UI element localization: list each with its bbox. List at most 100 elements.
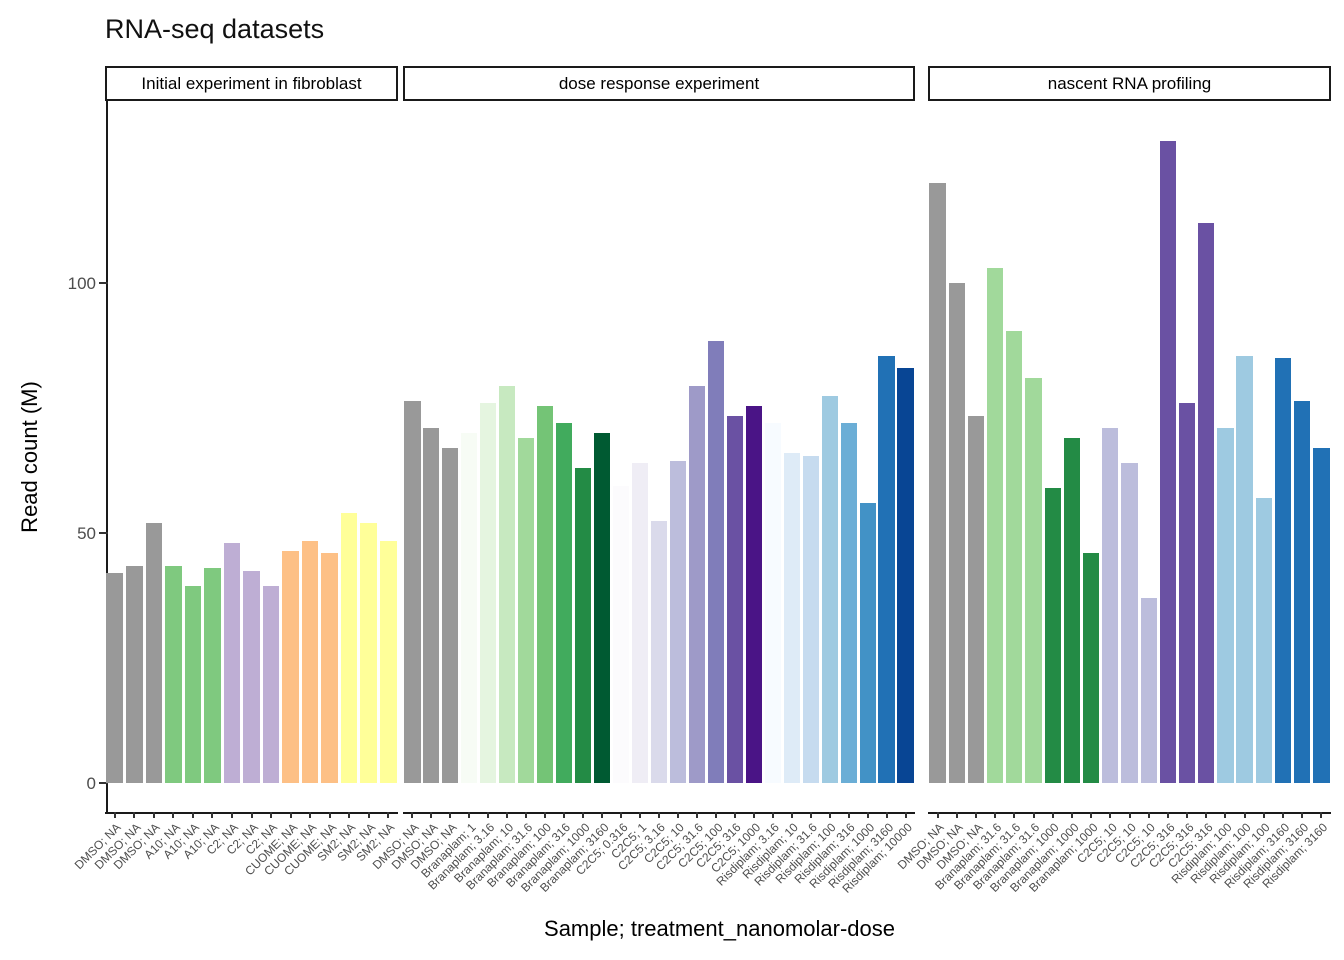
bar: [1140, 598, 1157, 783]
bar: [556, 423, 573, 783]
facet-strip-dose-response: dose response experiment: [403, 66, 915, 101]
bar: [594, 433, 611, 783]
x-tick-mark: [449, 812, 452, 818]
bar: [1236, 355, 1253, 783]
bar: [821, 395, 838, 783]
x-tick-mark: [289, 812, 292, 818]
bar: [537, 405, 554, 783]
x-tick-mark: [936, 812, 939, 818]
x-tick-mark: [328, 812, 331, 818]
bar: [282, 550, 299, 783]
bar: [802, 455, 819, 783]
x-tick-mark: [230, 812, 233, 818]
x-tick-mark: [1224, 812, 1227, 818]
y-tick-label: 100: [67, 274, 96, 293]
x-tick-mark: [714, 812, 717, 818]
x-tick-mark: [211, 812, 214, 818]
bar: [650, 520, 668, 783]
bar: [726, 415, 743, 783]
bar: [301, 540, 319, 783]
bar: [1178, 403, 1196, 783]
bar: [987, 268, 1004, 783]
bar: [262, 585, 280, 783]
x-tick-mark: [367, 812, 370, 818]
bar: [461, 433, 478, 783]
plot-title: RNA-seq datasets: [105, 14, 325, 44]
x-tick-mark: [506, 812, 509, 818]
bar: [688, 385, 705, 783]
x-tick-mark: [1109, 812, 1112, 818]
bar: [1082, 553, 1100, 783]
bar: [106, 573, 124, 783]
bar: [499, 385, 516, 783]
bar: [1063, 438, 1081, 783]
x-tick-mark: [544, 812, 547, 818]
x-tick-mark: [695, 812, 698, 818]
bar: [423, 428, 440, 783]
x-tick-mark: [974, 812, 977, 818]
bar: [745, 405, 762, 783]
bar: [480, 403, 497, 783]
y-axis-title: Read count (M): [17, 381, 42, 533]
x-tick-mark: [955, 812, 958, 818]
bar: [1198, 223, 1215, 783]
x-tick-mark: [1320, 812, 1323, 818]
x-tick-mark: [658, 812, 660, 818]
bar: [783, 453, 800, 783]
x-tick-mark: [172, 812, 175, 818]
bar: [1313, 448, 1330, 783]
x-tick-mark: [430, 812, 433, 818]
x-tick-mark: [809, 812, 812, 818]
x-tick-mark: [191, 812, 194, 818]
x-tick-mark: [904, 812, 907, 818]
facet-strip-nascent-rna: nascent RNA profiling: [928, 66, 1331, 101]
x-tick-mark: [487, 812, 490, 818]
x-tick-mark: [885, 812, 888, 818]
bar: [518, 438, 535, 783]
x-tick-mark: [1205, 812, 1208, 818]
bar: [145, 523, 163, 783]
bar: [1102, 428, 1119, 783]
bar: [184, 585, 202, 783]
y-tick-mark: [99, 782, 108, 784]
x-tick-mark: [1013, 812, 1016, 818]
x-tick-mark: [1128, 812, 1131, 818]
bar: [631, 463, 649, 783]
x-tick-mark: [1051, 812, 1054, 818]
bar: [404, 400, 421, 783]
x-tick-mark: [309, 812, 312, 818]
x-tick-mark: [113, 812, 116, 818]
bar: [442, 448, 459, 783]
bar: [859, 503, 876, 783]
bar: [878, 355, 895, 783]
bar: [125, 565, 143, 783]
x-axis-title: Sample; treatment_nanomolar-dose: [544, 916, 895, 941]
x-tick-mark: [771, 812, 774, 818]
x-tick-mark: [250, 812, 253, 818]
y-axis-line: [106, 101, 108, 814]
x-tick-mark: [1032, 812, 1035, 818]
x-tick-mark: [676, 812, 679, 818]
y-tick-mark: [99, 532, 108, 534]
x-tick-mark: [866, 812, 869, 818]
bar: [165, 565, 182, 783]
y-tick-label: 0: [86, 774, 96, 793]
bar: [223, 543, 241, 783]
bar: [1255, 498, 1272, 783]
x-tick-mark: [1262, 812, 1265, 818]
x-tick-mark: [620, 812, 623, 818]
x-tick-mark: [348, 812, 351, 818]
x-tick-mark: [733, 812, 736, 818]
x-tick-mark: [847, 812, 850, 818]
bar: [360, 523, 377, 783]
x-tick-mark: [411, 812, 414, 818]
bar: [1121, 463, 1138, 783]
x-tick-mark: [790, 812, 793, 818]
x-tick-mark: [133, 812, 136, 818]
x-tick-mark: [1243, 812, 1246, 818]
bar: [613, 485, 630, 783]
bar: [1294, 400, 1311, 783]
bar: [1006, 330, 1023, 783]
bar: [321, 553, 338, 783]
